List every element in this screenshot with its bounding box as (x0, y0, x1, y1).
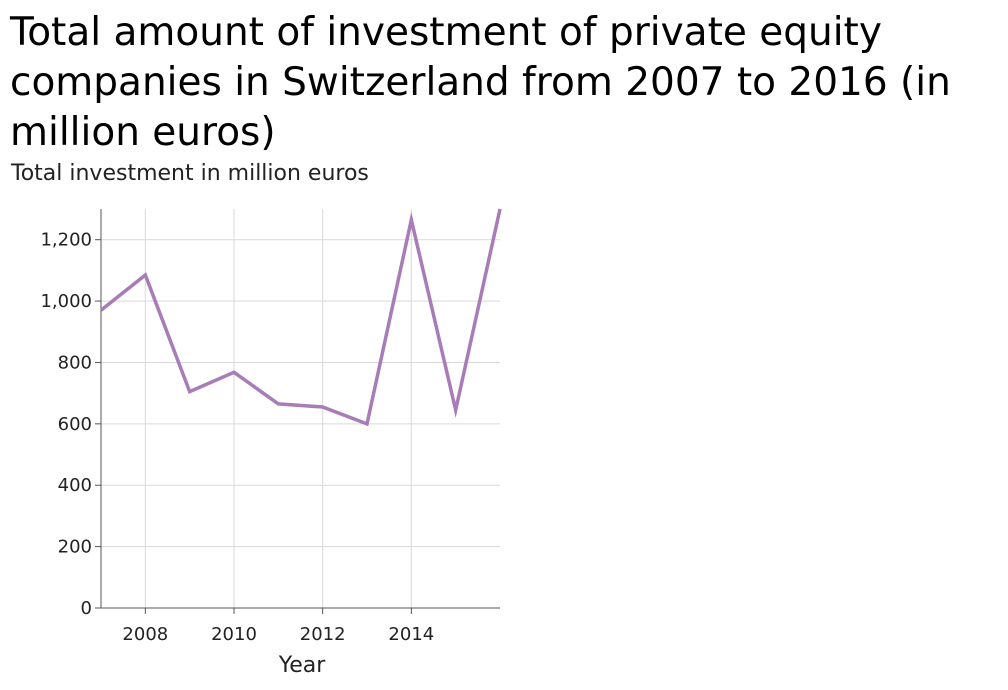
grid (101, 209, 500, 608)
y-tick-label: 800 (58, 352, 92, 373)
x-axis-ticks: 2008 2010 2012 2014 (122, 608, 434, 645)
y-tick-label: 200 (58, 537, 92, 558)
y-axis-ticks: 0 200 400 600 800 1,000 1,200 (40, 230, 101, 619)
y-tick-label: 400 (58, 475, 92, 496)
x-tick-label: 2010 (211, 624, 257, 645)
y-tick-label: 1,000 (40, 291, 92, 312)
chart-title: Total amount of investment of private eq… (10, 10, 951, 155)
x-axis-label: Year (278, 653, 327, 678)
x-tick-label: 2008 (122, 624, 168, 645)
y-tick-label: 0 (81, 598, 92, 619)
axes (100, 209, 500, 609)
series-line (99, 208, 502, 427)
x-tick-label: 2012 (300, 624, 346, 645)
series-layer (99, 208, 502, 427)
x-tick-label: 2014 (388, 624, 434, 645)
y-tick-label: 1,200 (40, 230, 92, 251)
y-axis-label: Total investment in million euros (10, 161, 369, 186)
y-tick-label: 600 (58, 414, 92, 435)
